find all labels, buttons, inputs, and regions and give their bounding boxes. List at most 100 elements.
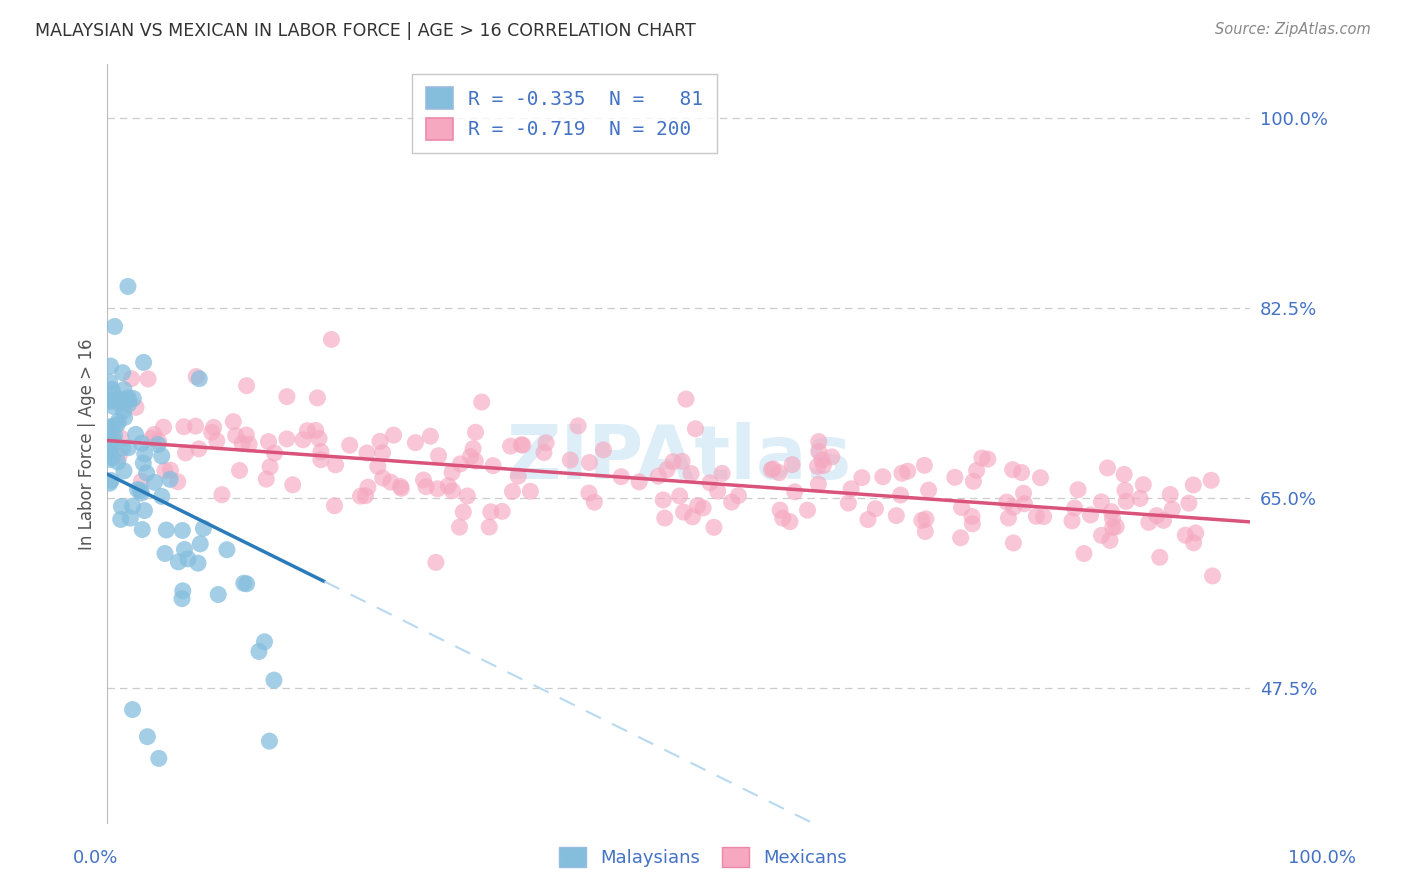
Point [131,436,153,450]
Point [1105,519,1128,533]
Point [112,464,135,478]
Point [499,439,522,453]
Point [225,428,247,442]
Point [1149,550,1171,565]
Point [592,442,614,457]
Point [534,435,557,450]
Text: MALAYSIAN VS MEXICAN IN LABOR FORCE | AGE > 16 CORRELATION CHART: MALAYSIAN VS MEXICAN IN LABOR FORCE | AG… [35,22,696,40]
Point [471,395,494,409]
Point [100,359,122,373]
Point [202,420,225,434]
Point [668,489,690,503]
Point [120,511,142,525]
Point [101,450,124,465]
Point [1012,486,1035,500]
Point [796,503,818,517]
Point [172,524,194,538]
Point [807,477,830,491]
Point [1101,511,1123,525]
Point [1184,526,1206,541]
Point [201,425,224,440]
Point [949,531,972,545]
Point [152,420,174,434]
Point [839,482,862,496]
Point [672,505,695,519]
Point [1137,516,1160,530]
Point [856,512,879,526]
Point [132,456,155,470]
Point [107,455,129,469]
Point [124,427,146,442]
Point [962,475,984,489]
Point [101,420,124,434]
Point [276,432,298,446]
Point [583,495,606,509]
Point [464,425,486,440]
Point [1132,477,1154,491]
Point [769,503,792,517]
Point [1090,528,1112,542]
Point [1178,496,1201,510]
Point [427,449,450,463]
Point [1080,508,1102,522]
Point [174,446,197,460]
Point [671,454,693,468]
Point [1114,467,1136,482]
Point [121,702,143,716]
Point [780,458,803,472]
Point [1153,513,1175,527]
Point [253,635,276,649]
Point [247,644,270,658]
Point [491,504,513,518]
Point [811,453,834,467]
Point [1011,466,1033,480]
Point [114,410,136,425]
Point [305,423,328,437]
Point [501,484,523,499]
Point [188,372,211,386]
Point [865,501,887,516]
Point [292,433,315,447]
Point [425,555,447,569]
Point [884,508,907,523]
Point [779,515,801,529]
Point [117,279,139,293]
Point [943,470,966,484]
Point [188,537,211,551]
Point [813,458,835,473]
Point [415,480,437,494]
Text: 0.0%: 0.0% [73,849,118,867]
Point [1002,500,1025,515]
Point [117,393,139,408]
Point [628,475,651,489]
Point [121,499,143,513]
Point [101,386,124,401]
Point [1001,463,1024,477]
Point [211,488,233,502]
Point [143,475,166,490]
Point [117,441,139,455]
Point [437,479,460,493]
Point [134,447,156,461]
Point [1098,533,1121,548]
Point [1146,508,1168,523]
Point [681,467,703,481]
Point [172,583,194,598]
Point [101,439,124,453]
Point [125,401,148,415]
Point [228,463,250,477]
Point [112,404,135,418]
Point [131,475,153,489]
Point [960,509,983,524]
Point [872,470,894,484]
Point [1097,461,1119,475]
Point [135,466,157,480]
Point [966,463,988,477]
Point [110,512,132,526]
Point [159,463,181,477]
Point [890,466,912,480]
Point [1067,483,1090,497]
Point [235,378,257,392]
Point [170,591,193,606]
Point [104,319,127,334]
